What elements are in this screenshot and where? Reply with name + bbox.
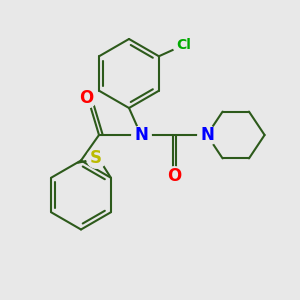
Text: N: N [134, 126, 148, 144]
Text: O: O [79, 89, 94, 107]
Text: O: O [167, 167, 181, 185]
Text: S: S [90, 149, 102, 167]
Text: N: N [200, 126, 214, 144]
Text: Cl: Cl [177, 38, 191, 52]
